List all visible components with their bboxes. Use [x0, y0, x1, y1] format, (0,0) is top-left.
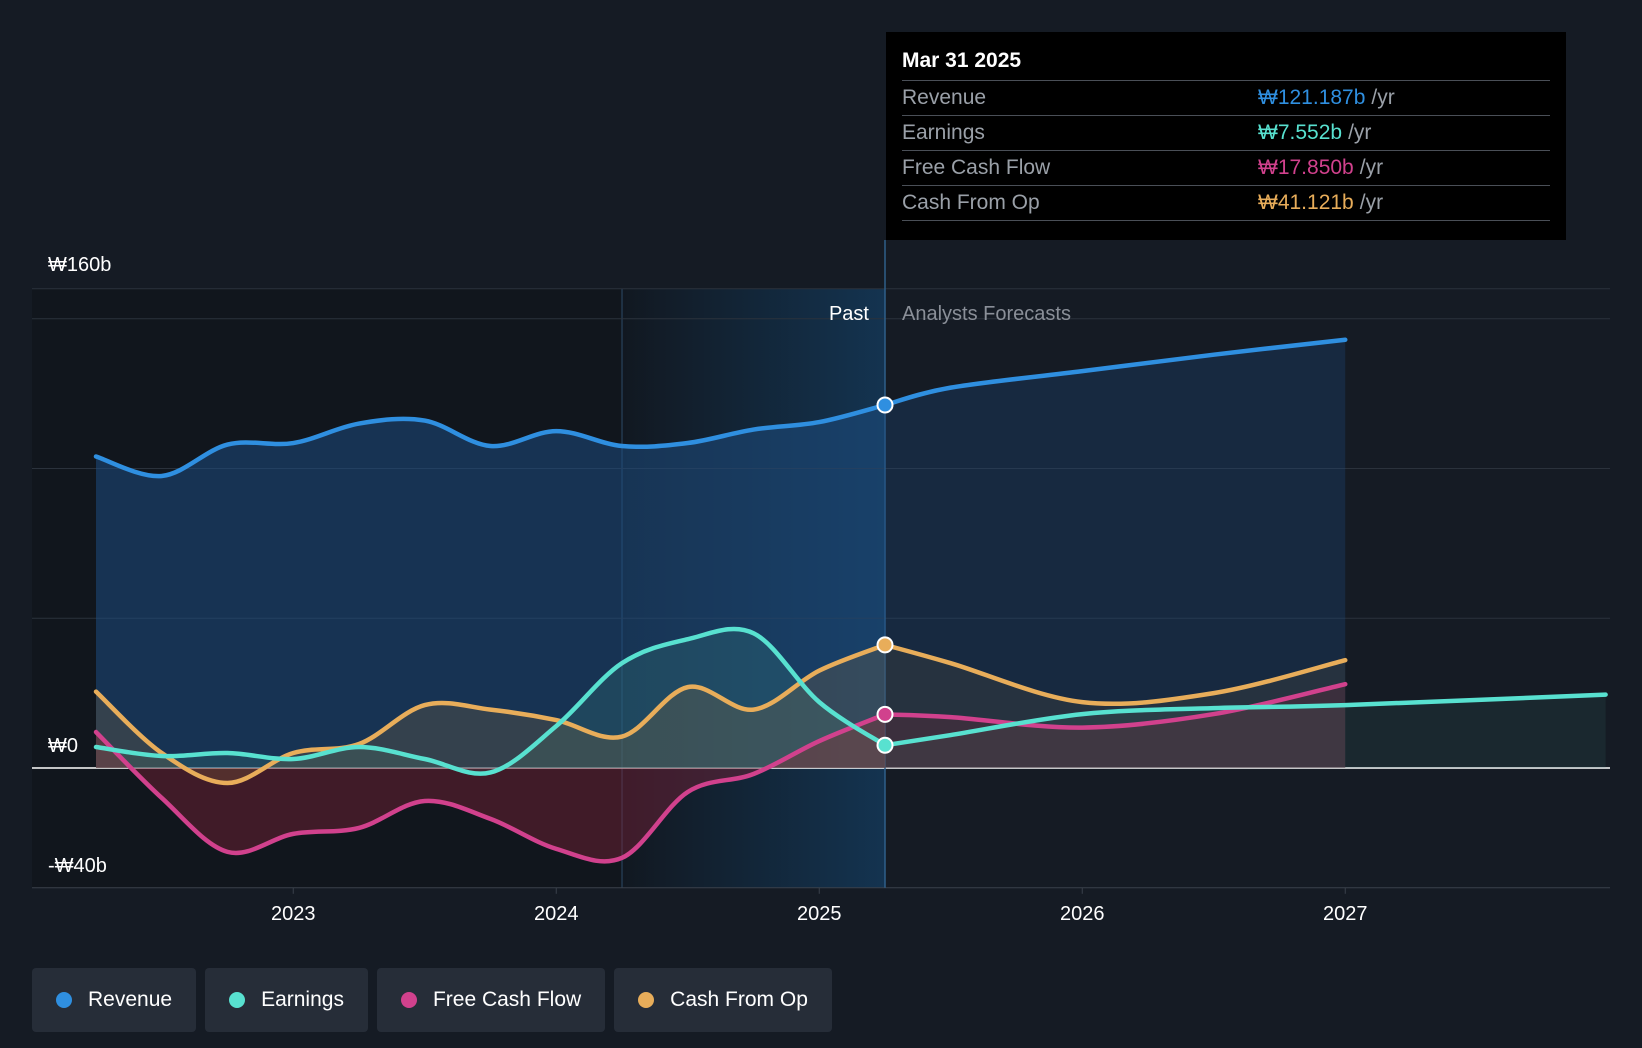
cash-from-op-dot-icon — [638, 992, 655, 1008]
tooltip-value: ₩121.187b — [1258, 86, 1366, 109]
tooltip-unit: /yr — [1359, 191, 1384, 214]
cash-from-op-past-line — [93, 642, 888, 786]
revenue-past-area — [96, 405, 885, 768]
revenue-marker[interactable] — [876, 396, 894, 414]
revenue-past-line — [93, 402, 888, 479]
tooltip-unit: /yr — [1348, 121, 1372, 144]
earnings-forecast-line — [882, 692, 1608, 748]
tooltip-unit: /yr — [1371, 86, 1395, 109]
earnings-marker[interactable] — [876, 736, 894, 754]
legend-item-earnings[interactable]: Earnings — [205, 968, 368, 1032]
legend-label: Cash From Op — [670, 988, 808, 1011]
legend-label: Revenue — [88, 988, 173, 1011]
tooltip-label: Free Cash Flow — [902, 156, 1051, 179]
tooltip-row-cash-from-op: Cash From Op ₩41.121b /yr — [902, 185, 1550, 221]
tooltip-value: ₩17.850b — [1258, 156, 1354, 179]
tooltip-value: ₩41.121b — [1258, 191, 1354, 214]
revenue-forecast-area — [885, 339, 1346, 768]
y-axis-max-label: ₩160b — [48, 254, 111, 276]
free-cash-flow-marker[interactable] — [876, 705, 894, 723]
legend-item-free-cash-flow[interactable]: Free Cash Flow — [376, 968, 606, 1032]
cash-from-op-forecast-line — [882, 642, 1348, 707]
tooltip-row-free-cash-flow: Free Cash Flow ₩17.850b /yr — [902, 150, 1550, 185]
forecast-label: Analysts Forecasts — [902, 303, 1071, 325]
tooltip-label: Revenue — [902, 86, 987, 109]
earnings-dot-icon — [229, 992, 246, 1008]
legend-label: Free Cash Flow — [432, 988, 582, 1011]
tooltip-row-revenue: Revenue ₩121.187b /yr — [902, 80, 1550, 115]
free-cash-flow-forecast-line — [882, 681, 1348, 730]
tooltip-label: Cash From Op — [902, 191, 1040, 214]
x-tick-label: 2023 — [271, 903, 316, 925]
free-cash-flow-forecast-area — [885, 684, 1346, 768]
revenue-dot-icon — [56, 992, 72, 1008]
earnings-past-line — [93, 626, 888, 776]
tooltip-value: ₩7.552b — [1258, 121, 1343, 144]
x-tick-label: 2024 — [534, 903, 579, 925]
legend-item-revenue[interactable]: Revenue — [32, 968, 197, 1032]
x-tick-label: 2026 — [1060, 903, 1105, 925]
tooltip-row-earnings: Earnings ₩7.552b /yr — [902, 115, 1550, 150]
cash-from-op-forecast-area — [885, 644, 1346, 768]
legend: Revenue Earnings Free Cash Flow Cash Fro… — [32, 968, 832, 1032]
past-label: Past — [829, 303, 869, 325]
y-axis-min-label: -₩40b — [48, 855, 107, 877]
revenue-forecast-line — [882, 337, 1348, 408]
legend-label: Earnings — [261, 988, 344, 1011]
tooltip: Mar 31 2025 Revenue ₩121.187b /yr Earnin… — [886, 32, 1566, 240]
x-tick-label: 2025 — [797, 903, 842, 925]
free-cash-flow-past-area — [96, 714, 885, 862]
free-cash-flow-dot-icon — [400, 992, 417, 1008]
y-axis-zero-label: ₩0 — [48, 735, 78, 757]
legend-item-cash-from-op[interactable]: Cash From Op — [614, 968, 832, 1032]
cash-from-op-past-area — [96, 644, 885, 783]
tooltip-unit: /yr — [1359, 156, 1384, 179]
tooltip-date: Mar 31 2025 — [902, 49, 1022, 72]
tooltip-label: Earnings — [902, 121, 985, 144]
x-tick-label: 2027 — [1323, 903, 1368, 925]
earnings-forecast-area — [885, 694, 1606, 768]
free-cash-flow-past-line — [93, 712, 888, 864]
earnings-past-area — [96, 628, 885, 774]
cash-from-op-marker[interactable] — [876, 636, 894, 654]
